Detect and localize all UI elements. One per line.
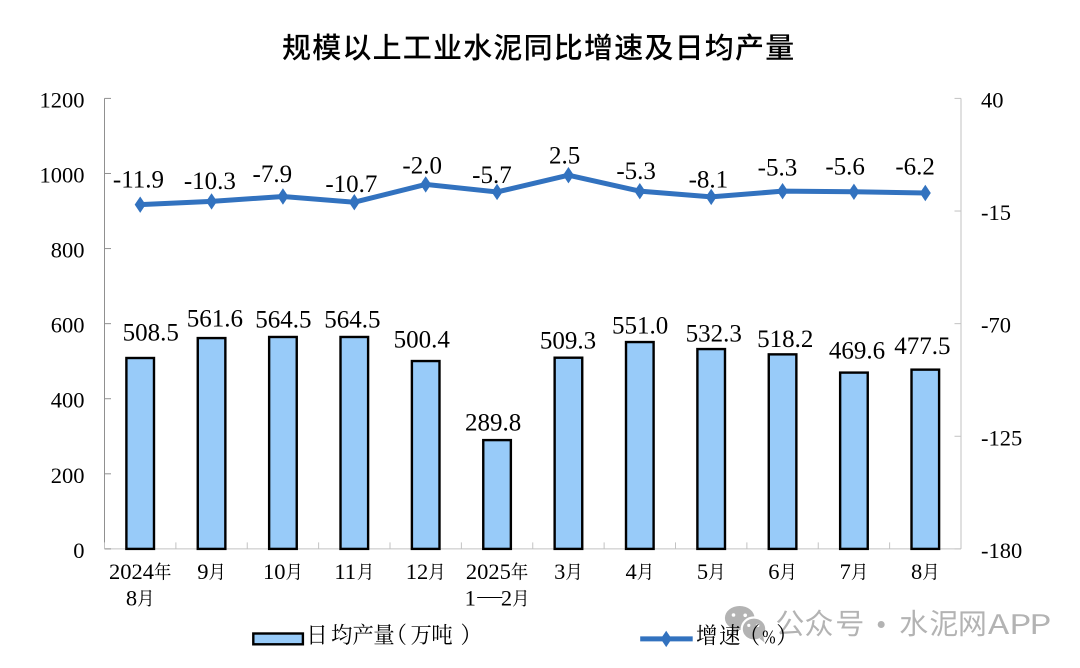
svg-text:-5.7: -5.7: [472, 162, 512, 189]
svg-text:800: 800: [51, 238, 85, 263]
svg-text:1: 1: [465, 586, 476, 611]
svg-text:40: 40: [981, 87, 1004, 112]
svg-text:289.8: 289.8: [465, 410, 521, 437]
svg-text:-11.9: -11.9: [113, 167, 164, 194]
svg-text:5: 5: [697, 559, 708, 584]
svg-text:-180: -180: [981, 538, 1022, 563]
svg-text:-2.0: -2.0: [402, 153, 442, 180]
svg-text:2025: 2025: [466, 559, 511, 584]
svg-text:7: 7: [840, 559, 851, 584]
svg-text:-5.6: -5.6: [825, 154, 865, 181]
svg-text:532.3: 532.3: [686, 321, 742, 348]
svg-text:564.5: 564.5: [324, 307, 380, 334]
svg-text:-5.3: -5.3: [758, 155, 798, 182]
svg-text:1200: 1200: [40, 87, 85, 112]
svg-text:600: 600: [51, 313, 85, 338]
svg-text:-7.9: -7.9: [253, 161, 293, 188]
svg-text:-8.1: -8.1: [689, 167, 729, 194]
svg-text:500.4: 500.4: [394, 327, 451, 354]
svg-text:-10.3: -10.3: [184, 168, 236, 195]
svg-text:%: %: [762, 626, 775, 648]
svg-text:564.5: 564.5: [255, 307, 311, 334]
svg-text:10: 10: [263, 559, 286, 584]
svg-text:-5.3: -5.3: [616, 158, 656, 185]
svg-text:518.2: 518.2: [757, 326, 813, 353]
svg-text:509.3: 509.3: [540, 328, 596, 355]
svg-text:2.5: 2.5: [549, 143, 580, 170]
svg-text:0: 0: [73, 538, 84, 563]
svg-text:-6.2: -6.2: [895, 154, 935, 181]
svg-text:11: 11: [334, 559, 356, 584]
svg-text:2024: 2024: [109, 559, 154, 584]
svg-text:8: 8: [126, 586, 137, 611]
svg-text:6: 6: [768, 559, 779, 584]
svg-text:400: 400: [51, 388, 85, 413]
svg-text:477.5: 477.5: [894, 333, 950, 360]
svg-text:3: 3: [554, 559, 565, 584]
svg-text:551.0: 551.0: [612, 313, 668, 340]
svg-text:561.6: 561.6: [187, 306, 243, 333]
svg-text:12: 12: [406, 559, 429, 584]
svg-text:469.6: 469.6: [829, 337, 885, 364]
svg-text:2: 2: [501, 586, 512, 611]
svg-text:-15: -15: [981, 200, 1011, 225]
svg-text:8: 8: [911, 559, 922, 584]
svg-text:200: 200: [51, 463, 85, 488]
svg-text:-70: -70: [981, 313, 1011, 338]
svg-text:508.5: 508.5: [123, 320, 179, 347]
svg-text:-10.7: -10.7: [325, 171, 377, 198]
svg-text:1000: 1000: [40, 162, 85, 187]
svg-text:9: 9: [197, 559, 208, 584]
svg-text:4: 4: [625, 559, 636, 584]
svg-text:-125: -125: [981, 425, 1022, 450]
